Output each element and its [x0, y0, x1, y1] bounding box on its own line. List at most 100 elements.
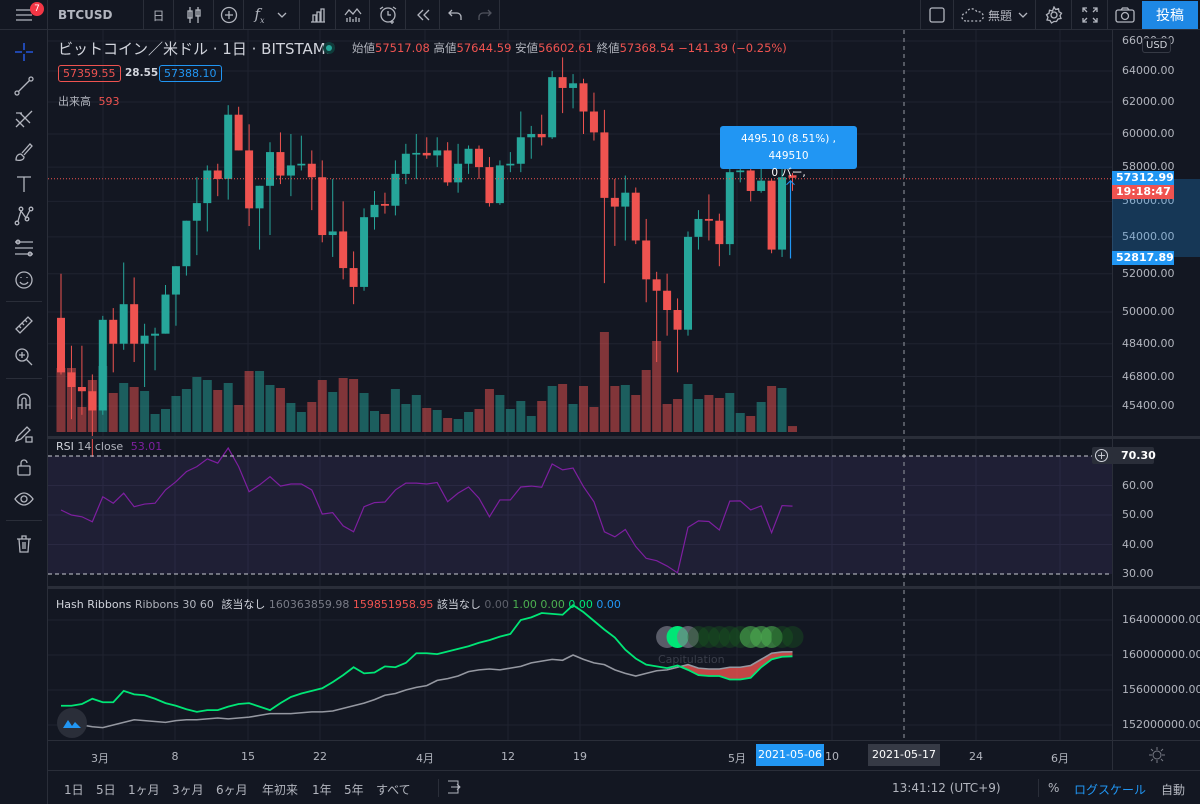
ruler-icon — [15, 316, 33, 334]
measure-tool[interactable] — [8, 311, 40, 339]
tradingview-logo[interactable] — [57, 708, 87, 738]
measure-line2: 0 バー, — [771, 167, 806, 179]
redo-icon — [477, 9, 492, 20]
bar-chart-icon — [310, 8, 325, 23]
hide-tool[interactable] — [8, 485, 40, 513]
range-button[interactable]: 5日 — [96, 783, 116, 797]
magnet-tool[interactable] — [8, 387, 40, 415]
pattern-tool[interactable] — [8, 202, 40, 230]
volume-value: 593 — [98, 95, 120, 108]
compare-button[interactable] — [214, 0, 244, 30]
divider — [1038, 779, 1039, 797]
sell-button[interactable]: 57359.55 — [58, 65, 121, 82]
price-tick: 52000.00 — [1122, 266, 1175, 280]
chart-type-button[interactable] — [174, 0, 214, 30]
time-tick: 12 — [501, 750, 515, 763]
interval-button[interactable]: 日 — [144, 0, 174, 30]
volume-bar — [495, 395, 505, 432]
candle-body — [57, 317, 65, 373]
magnet-icon — [17, 393, 31, 409]
layout-button[interactable] — [920, 0, 954, 30]
range-button[interactable]: 6ヶ月 — [216, 783, 248, 797]
zoom-tool[interactable] — [8, 343, 40, 371]
volume-bar — [547, 386, 557, 432]
text-tool[interactable] — [8, 170, 40, 198]
candle-body — [328, 231, 337, 236]
brush-icon — [15, 143, 33, 162]
layout-name-button[interactable]: 無題 — [954, 0, 1036, 30]
fullscreen-button[interactable] — [1072, 0, 1108, 30]
range-button[interactable]: 1年 — [312, 783, 332, 797]
candle-body — [788, 175, 797, 178]
time-tick: 19 — [573, 750, 587, 763]
stay-in-drawing-tool[interactable] — [8, 419, 40, 447]
auto-scale-toggle[interactable]: 自動 — [1161, 783, 1186, 797]
candle-body — [516, 137, 525, 164]
last-price-tag: 57312.99 — [1112, 171, 1174, 185]
redo-button[interactable] — [470, 0, 500, 30]
remove-tool[interactable] — [8, 530, 40, 558]
range-button[interactable]: 年初来 — [262, 783, 299, 797]
bottom-toolbar: 1日 5日 1ヶ月 3ヶ月 6ヶ月 年初来 1年 5年 すべて 13:41:12 (UTC+9)… — [48, 770, 1200, 804]
brush-tool[interactable] — [8, 138, 40, 166]
candle-body — [485, 167, 494, 204]
indicators-button[interactable]: fx — [244, 0, 300, 30]
icon-tool[interactable] — [8, 266, 40, 294]
publish-button[interactable]: 投稿 — [1142, 1, 1198, 29]
fib-tool[interactable] — [8, 105, 40, 133]
currency-label[interactable]: USD — [1142, 38, 1172, 53]
symbol-search-button[interactable]: BTCUSD — [48, 0, 144, 30]
crosshair-tool[interactable] — [8, 38, 40, 66]
volume-bar — [422, 408, 432, 432]
log-scale-toggle[interactable]: ログスケール — [1074, 783, 1147, 797]
axis-settings-button[interactable] — [1112, 740, 1200, 770]
price-axis[interactable] — [1112, 30, 1200, 740]
buy-button[interactable]: 57388.10 — [159, 65, 222, 82]
pane-separator[interactable] — [48, 436, 1200, 439]
volume-bar — [77, 407, 87, 432]
range-button[interactable]: 5年 — [344, 783, 364, 797]
replay-button[interactable] — [406, 0, 440, 30]
templates-button[interactable] — [336, 0, 370, 30]
divider — [6, 378, 42, 379]
menu-button[interactable]: 7 — [0, 0, 48, 30]
candle-body — [767, 180, 776, 250]
add-plus-icon[interactable]: + — [1095, 449, 1108, 462]
price-tick: 58000.00 — [1122, 160, 1175, 174]
forecast-icon — [15, 239, 33, 257]
range-button[interactable]: 1日 — [64, 783, 84, 797]
snapshot-button[interactable] — [1108, 0, 1142, 30]
market-status-icon[interactable] — [323, 42, 335, 54]
financials-button[interactable] — [300, 0, 336, 30]
hash-na: 該当なし — [436, 598, 481, 611]
volume-bar — [443, 418, 453, 432]
prediction-tool[interactable] — [8, 234, 40, 262]
volume-bar — [275, 388, 285, 432]
hash-tick: 160000000.00 — [1122, 648, 1200, 661]
volume-bar — [610, 386, 620, 432]
range-button[interactable]: 3ヶ月 — [172, 783, 204, 797]
range-button[interactable]: すべて — [376, 783, 411, 797]
goto-date-button[interactable] — [446, 779, 462, 798]
candle-body — [579, 83, 588, 112]
hash-signal-circle — [708, 626, 731, 648]
chevron-down-icon — [277, 12, 286, 18]
rsi-legend[interactable]: RSI 14 close 53.01 — [56, 440, 162, 453]
clock[interactable]: 13:41:12 (UTC+9) — [892, 781, 1001, 795]
lock-tool[interactable] — [8, 453, 40, 481]
candle-body — [171, 266, 180, 295]
percent-toggle[interactable]: % — [1048, 781, 1060, 795]
template-icon — [343, 7, 362, 22]
alert-button[interactable] — [370, 0, 406, 30]
time-tick: 6月 — [1051, 752, 1069, 765]
trendline-tool[interactable] — [8, 72, 40, 100]
hash-ribbons-legend[interactable]: Hash Ribbons Ribbons 30 60 該当なし 16036385… — [56, 596, 621, 612]
pane-separator[interactable] — [48, 586, 1200, 589]
undo-button[interactable] — [440, 0, 470, 30]
range-button[interactable]: 1ヶ月 — [128, 783, 160, 797]
volume-bar — [296, 412, 306, 432]
settings-button[interactable] — [1036, 0, 1072, 30]
hash-tick: 164000000.00 — [1122, 613, 1200, 626]
candle-body — [422, 152, 431, 156]
